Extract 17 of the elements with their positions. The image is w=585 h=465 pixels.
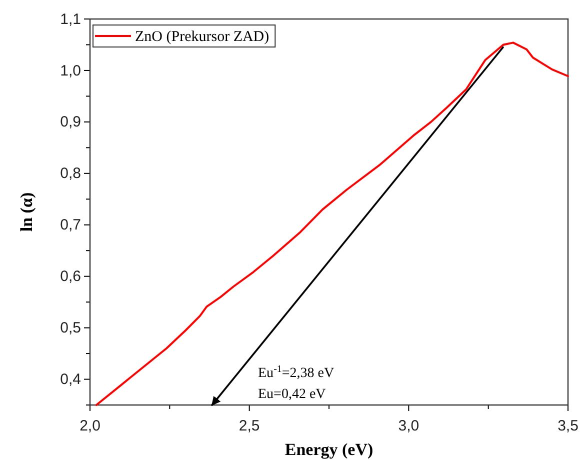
x-tick-label: 3,0 — [398, 418, 420, 434]
x-axis-title: Energy (eV) — [284, 440, 374, 459]
annotation: Eu=0,42 eV — [258, 387, 326, 402]
y-tick-label: 1,0 — [60, 62, 81, 80]
y-tick-label: 0,9 — [60, 114, 81, 131]
y-tick-label: 1,1 — [60, 10, 81, 28]
y-tick-label: 0,6 — [60, 268, 81, 286]
y-tick-label: 0,4 — [60, 371, 81, 388]
y-tick-label: 0,8 — [60, 165, 81, 182]
x-tick-label: 3,5 — [558, 418, 578, 434]
annotation: Eu$^{-1}$=2,38 eV — [258, 364, 334, 381]
y-axis-title: ln (α) — [17, 192, 36, 232]
x-tick-label: 2,5 — [238, 418, 260, 434]
legend-label: ZnO (Prekursor ZAD) — [135, 29, 270, 45]
x-tick-label: 2,0 — [80, 418, 100, 434]
y-tick-label: 0,5 — [60, 320, 81, 337]
y-tick-label: 0,7 — [60, 216, 81, 234]
